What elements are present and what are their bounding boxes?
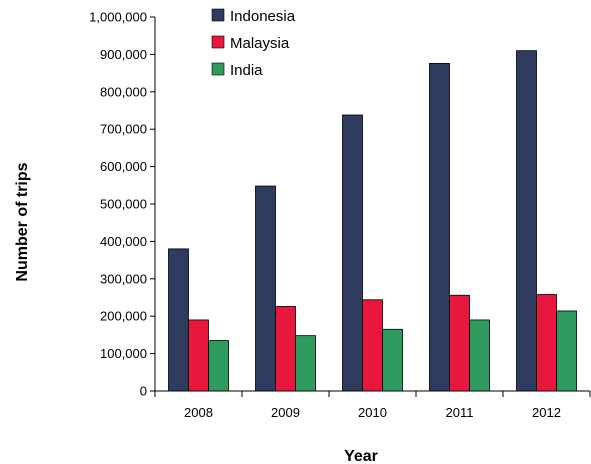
bar-malaysia-2010	[362, 299, 383, 392]
bar-indonesia-2010	[342, 114, 363, 392]
y-tick-label: 200,000	[100, 309, 147, 324]
x-tick-label: 2009	[271, 405, 300, 420]
bar-indonesia-2009	[255, 185, 276, 392]
bar-malaysia-2012	[536, 294, 557, 392]
bar-indonesia-2012	[516, 50, 537, 392]
bar-malaysia-2011	[449, 294, 470, 392]
bars	[168, 50, 577, 392]
y-tick-label: 0	[140, 384, 147, 399]
y-tick-label: 500,000	[100, 197, 147, 212]
legend-label-malaysia: Malaysia	[230, 35, 290, 52]
y-tick-label: 900,000	[100, 47, 147, 62]
legend-label-indonesia: Indonesia	[230, 8, 296, 25]
bar-malaysia-2008	[188, 319, 209, 392]
x-axis: 2008 2009 2010 2011 2012	[154, 390, 591, 420]
y-tick-label: 800,000	[100, 84, 147, 99]
bar-india-2008	[208, 340, 229, 392]
bar-malaysia-2009	[275, 306, 296, 392]
bar-india-2011	[469, 319, 490, 392]
y-tick-label: 1,000,000	[89, 10, 147, 25]
x-tick-label: 2010	[358, 405, 387, 420]
legend-swatch-indonesia	[211, 8, 225, 22]
legend-swatch-malaysia	[211, 35, 225, 49]
y-tick-label: 100,000	[100, 346, 147, 361]
y-tick-label: 700,000	[100, 122, 147, 137]
x-tick-label: 2008	[184, 405, 213, 420]
x-axis-title: Year	[344, 448, 378, 464]
bar-indonesia-2011	[429, 62, 450, 392]
bar-india-2010	[382, 328, 403, 392]
y-tick-label: 400,000	[100, 234, 147, 249]
y-tick-label: 300,000	[100, 271, 147, 286]
bar-india-2009	[295, 335, 316, 392]
legend: Indonesia Malaysia India	[211, 8, 296, 79]
y-axis: 0 100,000 200,000 300,000 400,000 500,000 600,…	[89, 10, 156, 399]
legend-label-india: India	[230, 62, 263, 79]
bar-indonesia-2008	[168, 248, 189, 392]
x-tick-label: 2012	[532, 405, 561, 420]
y-axis-title: Number of trips	[14, 162, 31, 281]
x-tick-label: 2011	[446, 405, 474, 420]
legend-swatch-india	[211, 62, 225, 76]
bar-india-2012	[556, 310, 577, 392]
y-tick-label: 600,000	[100, 159, 147, 174]
